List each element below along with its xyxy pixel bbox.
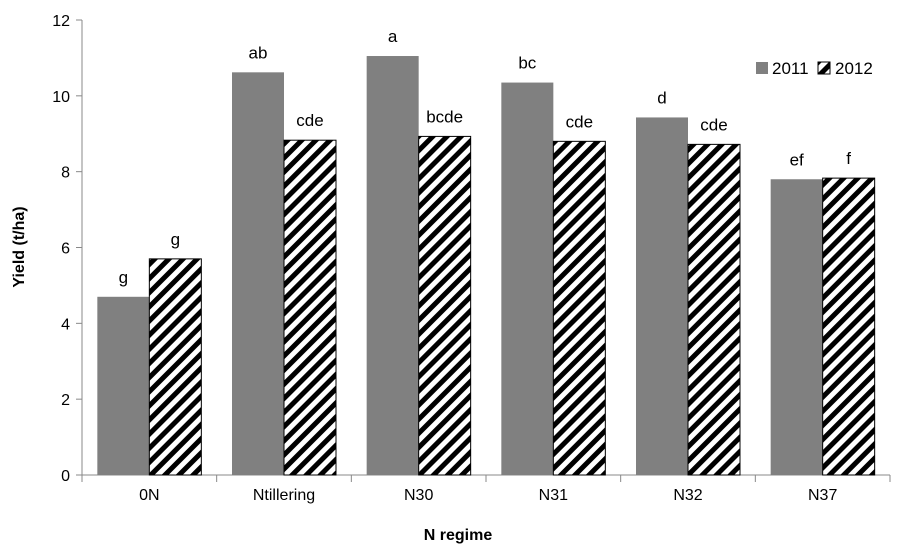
legend-swatch-2011 — [756, 62, 768, 74]
significance-label: a — [388, 27, 398, 46]
bar-2012-Ntillering — [283, 139, 337, 476]
x-axis-title: N regime — [424, 527, 493, 544]
x-tick-label: N37 — [808, 487, 837, 504]
y-axis-title: Yield (t/ha) — [11, 206, 28, 287]
bar-2011-N30 — [366, 56, 419, 475]
x-tick-label: 0N — [139, 487, 159, 504]
bar-2011-N37 — [770, 179, 823, 475]
bar-2012-N37 — [822, 177, 876, 476]
significance-label: g — [119, 268, 128, 287]
significance-label: ab — [249, 43, 268, 62]
legend-label-2012: 2012 — [835, 59, 873, 78]
significance-label: cde — [700, 115, 727, 134]
significance-label: d — [657, 88, 666, 107]
bar-2012-N32 — [687, 143, 741, 476]
bar-2012-0N — [148, 258, 202, 476]
bar-2011-0N — [97, 296, 150, 475]
y-tick-label: 2 — [61, 392, 70, 409]
significance-label: g — [171, 230, 180, 249]
y-tick-label: 12 — [52, 13, 70, 30]
significance-label: bcde — [426, 107, 463, 126]
y-tick-label: 4 — [61, 316, 70, 333]
y-tick-label: 0 — [61, 468, 70, 485]
bar-2012-N31 — [552, 140, 606, 476]
x-tick-label: N30 — [404, 487, 433, 504]
bar-2011-Ntillering — [232, 72, 284, 475]
bar-2011-N32 — [636, 117, 688, 475]
bar-2011-N31 — [501, 82, 554, 475]
y-tick-label: 10 — [52, 89, 70, 106]
significance-label: cde — [296, 111, 323, 130]
significance-label: f — [846, 149, 851, 168]
x-tick-label: Ntillering — [253, 487, 315, 504]
significance-label: ef — [790, 150, 804, 169]
significance-label: cde — [566, 112, 593, 131]
y-tick-label: 6 — [61, 241, 70, 258]
legend-swatch-2012 — [817, 61, 831, 75]
significance-label: bc — [518, 54, 536, 73]
y-tick-label: 8 — [61, 165, 70, 182]
bar-2012-N30 — [418, 135, 472, 476]
x-tick-label: N31 — [539, 487, 568, 504]
legend-label-2011: 2011 — [772, 59, 809, 78]
x-tick-label: N32 — [673, 487, 702, 504]
